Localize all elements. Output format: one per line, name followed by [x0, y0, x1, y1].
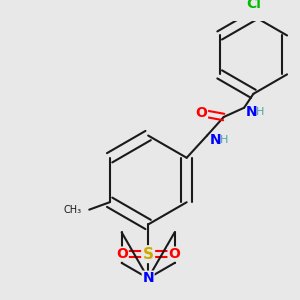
- Text: O: O: [196, 106, 207, 120]
- Text: N: N: [210, 133, 221, 147]
- Text: S: S: [142, 247, 154, 262]
- Text: CH₃: CH₃: [64, 205, 82, 215]
- Text: O: O: [116, 247, 128, 261]
- Text: N: N: [246, 105, 258, 119]
- Text: H: H: [256, 107, 265, 117]
- Text: Cl: Cl: [246, 0, 261, 11]
- Text: H: H: [220, 135, 228, 145]
- Text: O: O: [168, 247, 180, 261]
- Text: N: N: [142, 271, 154, 285]
